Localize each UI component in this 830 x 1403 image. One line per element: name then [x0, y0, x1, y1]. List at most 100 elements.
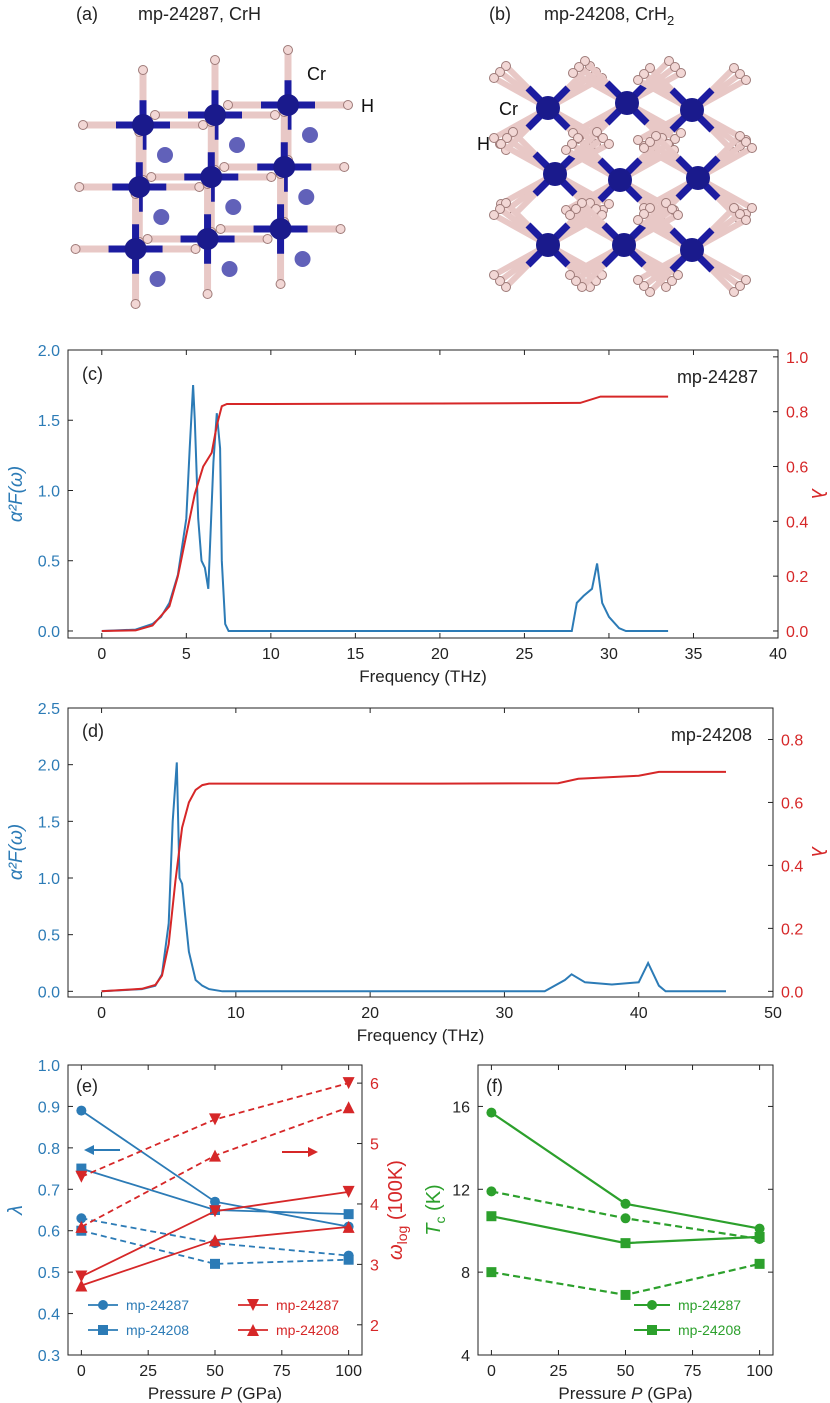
data-point [210, 1258, 220, 1269]
x-axis-label-variable: P [221, 1384, 233, 1403]
data-point [76, 1163, 87, 1174]
y2-axis-label: λ [807, 846, 829, 857]
h-atom [670, 134, 680, 144]
legend-marker [247, 1324, 259, 1336]
x-tick-label: 25 [516, 646, 534, 663]
panel-a-title: mp-24287, CrH [138, 4, 261, 24]
h-atom [639, 209, 649, 219]
x-tick-label: 100 [335, 1363, 362, 1380]
y-axis-label-unit: (K) [423, 1184, 445, 1216]
cr-atom [196, 228, 219, 250]
h-atom [735, 131, 745, 141]
a2f-series-line [101, 762, 726, 993]
x-tick-label: 15 [346, 646, 364, 663]
y-tick-label: 16 [452, 1099, 470, 1116]
y2-axis-label-subscript: log [394, 1226, 410, 1245]
h-atom [633, 215, 643, 225]
panel-a: (a) mp-24287, CrH Cr H [70, 4, 374, 309]
y-tick-label: 0.5 [38, 1265, 60, 1282]
h-atom [741, 137, 751, 147]
atom-label-h: H [361, 96, 374, 116]
data-point [754, 1231, 765, 1242]
h-atom [661, 198, 671, 208]
y-tick-label: 8 [461, 1265, 470, 1282]
h-atom [495, 276, 505, 286]
y-tick-label: 0.0 [38, 984, 60, 1001]
y-axis-label: α²F(ω) [6, 466, 27, 522]
plot-frame [67, 707, 774, 998]
h-atom [645, 137, 655, 147]
legend-label: mp-24287 [678, 1297, 741, 1313]
x-tick-label: 0 [487, 1363, 496, 1380]
h-atom [676, 68, 686, 78]
y-axis-label: λ [5, 1205, 27, 1216]
data-point [210, 1196, 220, 1207]
x-tick-label: 25 [139, 1363, 157, 1380]
h-atom [598, 133, 608, 143]
y-tick-label: 0.4 [38, 1307, 60, 1324]
h-atom [489, 133, 499, 143]
cr-atom [269, 218, 292, 240]
y2-tick-label: 0.4 [781, 858, 803, 875]
panel-b-title: mp-24208, CrH [544, 4, 667, 24]
chart-panel-f: 0 25 50 75 100 4 8 12 16 mp-24287 mp-24208 (f) Press… [423, 1064, 774, 1403]
x-tick-label: 30 [496, 1005, 514, 1022]
legend-label: mp-24208 [678, 1322, 741, 1338]
data-point [343, 1209, 354, 1220]
legend-label: mp-24208 [276, 1322, 339, 1338]
panel-b-label: (b) [489, 4, 511, 24]
h-atom [150, 110, 160, 120]
lambda-series-line [101, 395, 669, 632]
data-point [75, 1220, 88, 1233]
data-point [75, 1279, 88, 1292]
cr-atom-back [294, 251, 311, 267]
y-tick-label: 1.0 [38, 1058, 60, 1075]
h-atom [489, 210, 499, 220]
h-atom [735, 69, 745, 79]
panel-a-label: (a) [76, 4, 98, 24]
left-axis-arrowhead [84, 1145, 94, 1155]
x-axis-label-unit: (GPa) [643, 1384, 693, 1403]
y2-tick-label: 1.0 [786, 350, 808, 367]
cr-atom [128, 176, 151, 198]
data-point [75, 1170, 88, 1183]
h-atom [215, 224, 226, 234]
x-tick-label: 75 [684, 1363, 702, 1380]
cr-atom [536, 96, 560, 120]
y-tick-label: 1.5 [38, 413, 60, 430]
cr-atom-back [302, 127, 318, 143]
x-axis-label: Frequency (THz) [359, 667, 487, 686]
h-atom [202, 289, 213, 299]
cr-atom [680, 238, 704, 262]
atom-label-cr: Cr [307, 64, 326, 84]
h-atom [592, 127, 602, 137]
chart-panel-d: 0 10 20 30 40 50 0.0 0.5 1.0 1.5 2.0 2.5 0.0 0.2 0.4 0.… [6, 701, 829, 1045]
h-atom [729, 203, 739, 213]
cr-atom-back [221, 261, 238, 277]
crystal-structure-crh2 [489, 56, 757, 297]
atom-label-h: H [477, 134, 490, 154]
legend-label: mp-24287 [126, 1297, 189, 1313]
h-atom [210, 55, 220, 65]
y2-tick-label: 6 [370, 1076, 379, 1093]
y-tick-label: 0.5 [38, 554, 60, 571]
h-atom [70, 244, 81, 254]
h-atom [676, 128, 686, 138]
h-atom [577, 198, 587, 208]
h-atom [574, 62, 584, 72]
h-atom [266, 172, 277, 182]
h-atom [651, 131, 661, 141]
data-point [620, 1238, 631, 1249]
y-tick-label: 0.6 [38, 1224, 60, 1241]
data-point [209, 1205, 221, 1218]
data-point [209, 1234, 221, 1247]
h-atom [190, 244, 201, 254]
data-point [486, 1107, 497, 1118]
y-tick-label: 2.0 [38, 343, 60, 360]
legend-marker [98, 1325, 108, 1335]
h-atom [262, 234, 273, 244]
cr-atom [124, 238, 147, 260]
cr-atom [200, 166, 223, 188]
data-point [620, 1289, 631, 1300]
